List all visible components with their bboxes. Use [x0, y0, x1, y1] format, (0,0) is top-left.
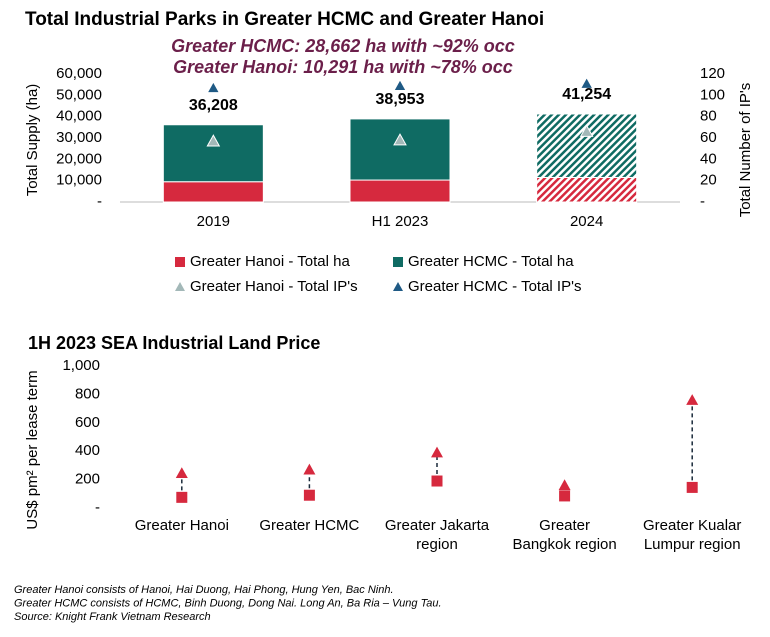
low-marker — [686, 481, 698, 493]
x-tick-label: Greater Bangkok region — [512, 517, 617, 553]
x-tick-label: Greater HCMC — [259, 517, 360, 534]
y-axis-title: Total Supply (ha) — [24, 84, 41, 197]
ip-marker — [393, 133, 407, 146]
y-tick-label: 800 — [75, 385, 100, 402]
x-tick-label: Greater Hanoi — [134, 517, 229, 534]
y-axis-title: US$ pm² per lease term — [24, 370, 41, 529]
annotation: Greater Hanoi: 10,291 ha with ~78% occ — [173, 57, 513, 77]
bar-segment — [536, 113, 638, 178]
high-marker — [558, 479, 571, 491]
y-tick-label: 20,000 — [56, 150, 102, 167]
high-marker — [431, 446, 443, 458]
bar-segment — [349, 179, 451, 203]
y2-tick-label: 80 — [700, 108, 717, 125]
total-label: 36,208 — [189, 97, 238, 114]
low-marker — [176, 491, 188, 503]
total-label: 41,254 — [562, 86, 611, 103]
y-tick-label: 10,000 — [56, 172, 102, 189]
y-tick-label: 40,000 — [56, 108, 102, 125]
legend-marker — [175, 257, 185, 267]
y2-tick-label: 60 — [700, 129, 717, 146]
ip-marker — [206, 134, 221, 147]
bar-segment — [162, 124, 264, 183]
bar-segment — [349, 118, 451, 181]
ip-marker — [579, 76, 594, 89]
footnote: Greater HCMC consists of HCMC, Binh Duon… — [14, 597, 442, 609]
total-label: 38,953 — [376, 91, 425, 108]
legend-marker — [393, 257, 403, 267]
y-tick-label: 600 — [75, 414, 100, 431]
high-marker — [303, 463, 316, 475]
high-marker — [686, 394, 699, 405]
x-tick-label: Greater Jakarta region — [384, 517, 490, 553]
x-tick-label: H1 2023 — [372, 213, 429, 230]
x-tick-label: Greater Kualar Lumpur region — [642, 517, 742, 553]
high-marker — [175, 467, 188, 479]
y-tick-label: 400 — [75, 442, 100, 459]
x-tick-label: 2019 — [197, 213, 230, 230]
bar-segment — [162, 181, 264, 203]
y2-tick-label: 100 — [700, 86, 725, 103]
legend-label: Greater HCMC - Total ha — [408, 253, 574, 270]
chart-title: Total Industrial Parks in Greater HCMC a… — [25, 9, 544, 30]
y-tick-label: 1,000 — [62, 357, 100, 374]
y2-tick-label: 40 — [700, 150, 717, 167]
y-tick-label: - — [97, 193, 102, 210]
y2-tick-label: 20 — [700, 172, 717, 189]
low-marker — [303, 489, 315, 501]
y-tick-label: 30,000 — [56, 129, 102, 146]
low-marker — [559, 490, 571, 502]
legend-label: Greater Hanoi - Total ha — [190, 253, 350, 270]
y2-tick-label: 120 — [700, 65, 725, 82]
bar-segment — [536, 176, 638, 203]
low-marker — [431, 475, 443, 487]
y2-tick-label: - — [700, 193, 705, 210]
x-tick-label: 2024 — [570, 213, 603, 230]
y-tick-label: 60,000 — [56, 65, 102, 82]
annotation: Greater HCMC: 28,662 ha with ~92% occ — [171, 36, 515, 56]
chart-title: 1H 2023 SEA Industrial Land Price — [28, 333, 320, 353]
y-tick-label: 50,000 — [56, 86, 102, 103]
legend-label: Greater Hanoi - Total IP's — [190, 278, 358, 295]
y2-axis-title: Total Number of IP's — [737, 83, 754, 218]
footnote: Source: Knight Frank Vietnam Research — [14, 611, 211, 623]
legend-marker — [393, 282, 403, 291]
ip-marker — [206, 80, 221, 94]
footnote: Greater Hanoi consists of Hanoi, Hai Duo… — [14, 584, 394, 596]
y-tick-label: 200 — [75, 471, 100, 488]
legend-label: Greater HCMC - Total IP's — [408, 278, 581, 295]
legend-marker — [175, 282, 185, 291]
y-tick-label: - — [95, 499, 100, 516]
ip-marker — [393, 78, 407, 92]
ip-marker — [579, 124, 594, 137]
